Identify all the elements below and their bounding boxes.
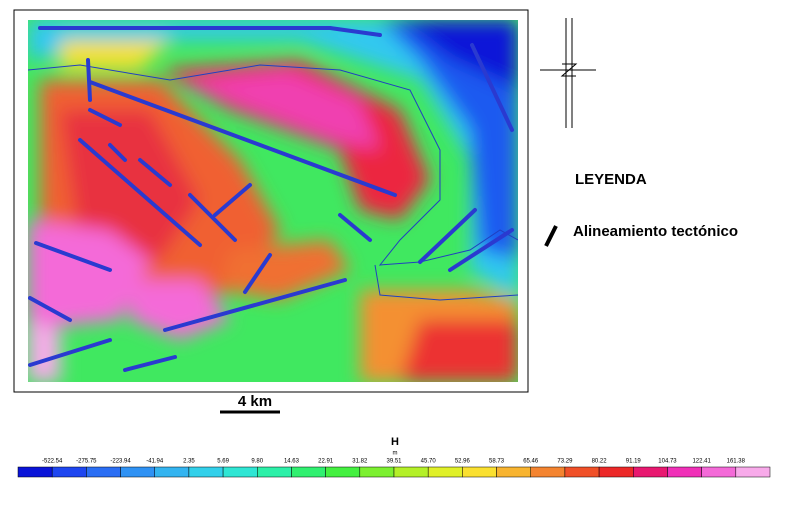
colorbar-title: H [391,436,399,448]
colorbar-swatch [531,467,565,477]
colorbar-label: 14.63 [284,459,300,465]
colorbar-label: 122.41 [692,459,711,465]
colorbar-swatch [121,467,155,477]
colorbar-label: 31.82 [352,459,368,465]
colorbar-swatch [86,467,120,477]
legend-title: LEYENDA [575,171,647,188]
colorbar-swatch [360,467,394,477]
colorbar-label: 2.35 [183,459,195,465]
colorbar-label: -522.54 [42,459,63,465]
colorbar-label: 52.96 [455,459,471,465]
colorbar-swatch [667,467,701,477]
colorbar-label: 91.19 [626,459,642,465]
colorbar-swatch [497,467,531,477]
colorbar-swatch [702,467,736,477]
colorbar-swatch [736,467,770,477]
colorbar-swatch [599,467,633,477]
scale-label: 4 km [238,393,272,410]
colorbar-label: 58.73 [489,459,505,465]
colorbar-swatch [155,467,189,477]
colorbar-swatch [326,467,360,477]
colorbar-swatch [462,467,496,477]
colorbar-label: -275.75 [76,459,97,465]
colorbar-swatch [52,467,86,477]
colorbar-label: 80.22 [592,459,608,465]
map-raster [28,20,518,382]
colorbar-swatch [565,467,599,477]
colorbar-label: 161.38 [727,459,746,465]
colorbar-label: 45.70 [421,459,437,465]
colorbar-swatch [291,467,325,477]
colorbar-label: 39.51 [386,459,402,465]
colorbar-swatch [223,467,257,477]
colorbar-swatch [18,467,52,477]
colorbar-swatch [394,467,428,477]
colorbar-label: 73.29 [557,459,573,465]
legend-label: Alineamiento tectónico [573,223,738,240]
colorbar-label: 104.73 [658,459,677,465]
colorbar: -522.54 -275.75 -223.94 -41.94 2.35 5.69 9.80 1… [18,459,770,477]
colorbar-label: -223.94 [110,459,131,465]
colorbar-unit: m [393,451,398,457]
legend-symbol [546,226,556,246]
north-arrow [540,18,596,128]
colorbar-label: 5.69 [217,459,229,465]
colorbar-swatch [428,467,462,477]
colorbar-label: 22.91 [318,459,334,465]
colorbar-swatch [189,467,223,477]
colorbar-swatch [633,467,667,477]
colorbar-label: -41.94 [146,459,164,465]
colorbar-label: 9.80 [251,459,263,465]
colorbar-label: 65.46 [523,459,539,465]
map-figure: LEYENDA Alineamiento tectónico 4 km H m … [0,0,794,527]
page: LEYENDA Alineamiento tectónico 4 km H m … [0,0,794,527]
colorbar-swatch [257,467,291,477]
